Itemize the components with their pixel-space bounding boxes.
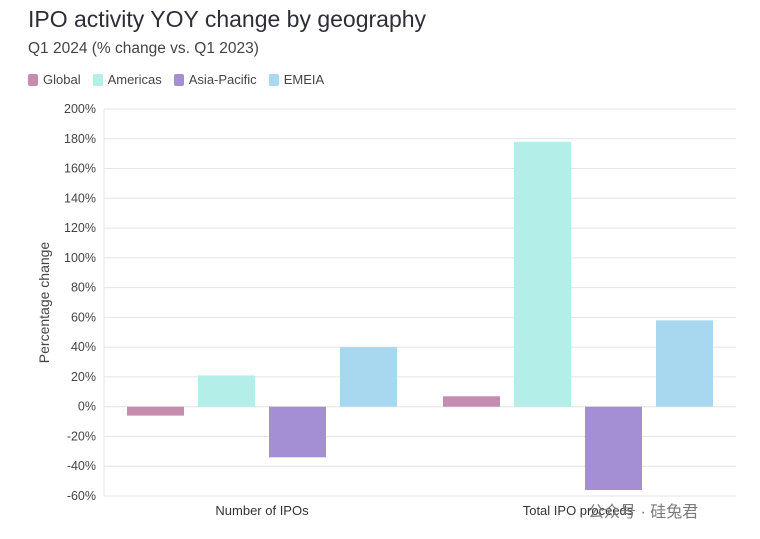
legend-swatch [28,73,38,86]
chart-subtitle: Q1 2024 (% change vs. Q1 2023) [28,40,259,57]
legend-label: Americas [107,72,162,87]
legend-swatch [92,73,103,86]
x-category-label: Number of IPOs [215,503,309,518]
y-tick-label: 100% [64,251,96,265]
legend-item-global: Global [28,72,81,87]
legend-label: Asia-Pacific [188,72,257,87]
y-tick-label: 140% [64,191,96,205]
legend-item-emeia: EMEIA [268,72,325,87]
bar-global-0 [127,406,184,416]
y-tick-label: 120% [64,221,96,235]
bar-emeia-0 [340,347,397,407]
y-tick-label: 200% [64,102,96,116]
y-tick-label: -40% [67,459,96,473]
legend-item-americas: Americas [92,72,162,87]
y-axis-label: Percentage change [36,242,52,364]
y-tick-label: 180% [64,132,96,146]
y-tick-label: -60% [67,489,96,503]
bar-americas-0 [198,375,255,407]
chart-title: IPO activity YOY change by geography [28,6,427,32]
x-category-label: Total IPO proceeds [523,503,634,518]
legend-swatch [268,73,279,86]
y-tick-label: -20% [67,429,96,443]
legend-label: EMEIA [283,72,325,87]
y-tick-label: 20% [71,370,96,384]
watermark: 公众号 · 硅兔君 [588,504,699,521]
y-tick-label: 80% [71,281,96,295]
bar-americas-1 [514,141,571,407]
y-tick-label: 40% [71,340,96,354]
y-tick-label: 160% [64,162,96,176]
legend-swatch [173,73,184,86]
bar-emeia-1 [656,320,713,407]
bar-asia-pacific-0 [269,406,326,458]
legend-item-asia-pacific: Asia-Pacific [173,72,257,87]
y-tick-label: 0% [78,400,96,414]
y-tick-label: 60% [71,310,96,324]
bar-global-1 [443,396,500,407]
bar-asia-pacific-1 [585,406,642,491]
chart-legend: Global Americas Asia-Pacific EMEIA [28,72,324,87]
legend-label: Global [43,72,81,87]
